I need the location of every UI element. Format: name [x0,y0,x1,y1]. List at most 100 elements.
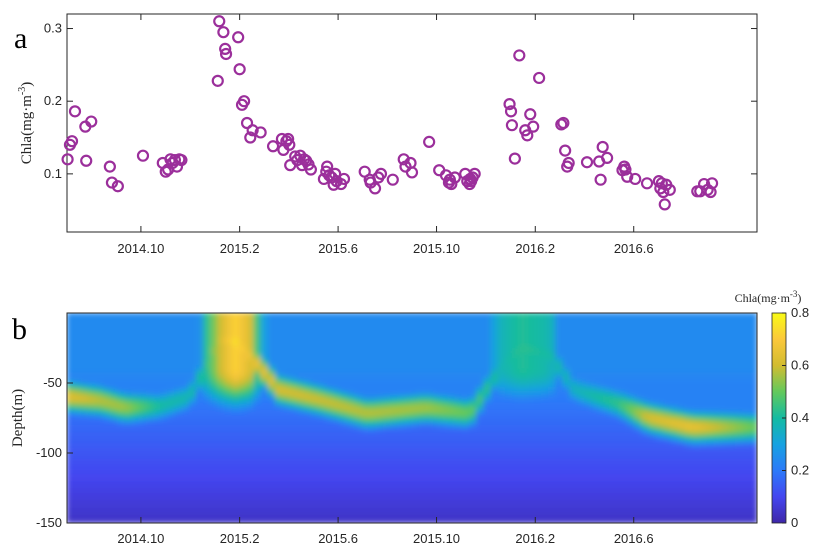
heatmap-cell [95,402,104,408]
heatmap-cell [260,488,269,494]
heatmap-cell [677,406,686,411]
heatmap-cell [418,425,427,430]
heatmap-cell [88,387,97,393]
heatmap-cell [80,395,90,400]
heatmap-cell [339,398,348,404]
heatmap-cell [73,413,82,419]
heatmap-cell [325,357,334,363]
heatmap-cell [519,462,528,468]
heatmap-cell [483,440,492,445]
heatmap-cell [655,466,665,471]
heatmap-cell [239,320,248,325]
heatmap-cell [670,488,679,494]
heatmap-cell [159,417,169,423]
heatmap-cell [361,353,370,359]
heatmap-cell [368,380,377,385]
heatmap-cell [188,410,197,415]
heatmap-cell [569,477,578,483]
heatmap-cell [239,357,248,363]
heatmap-cell [138,443,147,449]
heatmap-cell [677,323,686,329]
heatmap-cell [454,443,463,449]
heatmap-cell [318,320,327,325]
heatmap-cell [102,496,111,501]
heatmap-cell [389,451,399,456]
heatmap-cell [562,368,571,374]
heatmap-cell [102,410,111,415]
heatmap-cell [181,353,190,359]
heatmap-cell [167,406,176,411]
heatmap-cell [425,421,435,426]
heatmap-cell [289,335,298,340]
heatmap-cell [548,323,557,329]
heatmap-cell [677,413,686,419]
heatmap-cell [641,515,650,520]
heatmap-cell [555,500,564,505]
heatmap-cell [397,391,406,396]
heatmap-cell [332,488,341,494]
heatmap-cell [584,473,593,479]
heatmap-cell [584,447,593,453]
heatmap-cell [73,391,82,396]
heatmap-cell [670,507,679,513]
heatmap-cell [655,451,665,456]
heatmap-cell [253,477,262,483]
heatmap-cell [188,361,197,366]
heatmap-cell [548,402,557,408]
heatmap-cell [397,353,406,359]
heatmap-cell [655,443,665,449]
heatmap-cell [591,391,600,396]
heatmap-cell [224,391,233,396]
heatmap-cell [203,455,212,460]
heatmap-cell [397,380,406,385]
heatmap-cell [95,503,104,509]
heatmap-cell [246,458,255,464]
heatmap-cell [253,320,262,325]
heatmap-cell [519,402,528,408]
data-point [368,182,382,195]
heatmap-cell [490,380,499,385]
heatmap-cell [461,481,470,486]
heatmap-cell [174,320,183,325]
heatmap-cell [584,406,593,411]
heatmap-cell [389,432,399,438]
heatmap-cell [368,323,377,329]
heatmap-cell [555,323,564,329]
heatmap-cell [246,443,255,449]
heatmap-cell [418,387,427,393]
heatmap-cell [95,313,104,318]
heatmap-cell [138,383,147,389]
heatmap-cell [540,488,550,494]
heatmap-cell [181,398,190,404]
heatmap-cell [641,346,650,351]
heatmap-cell [497,421,506,426]
heatmap-cell [310,455,320,460]
heatmap-cell [619,443,629,449]
heatmap-cell [95,383,104,389]
heatmap-cell [80,323,90,329]
heatmap-cell [677,455,686,460]
heatmap-cell [627,342,636,348]
heatmap-cell [382,507,391,513]
heatmap-cell [591,402,600,408]
heatmap-cell [102,368,111,374]
heatmap-cell [663,462,672,468]
heatmap-cell [231,391,240,396]
heatmap-cell [253,361,262,366]
heatmap-cell [195,413,205,419]
heatmap-cell [217,518,226,523]
heatmap-cell [591,481,600,486]
heatmap-cell [152,361,161,366]
heatmap-cell [361,395,370,400]
panel-a-axes [66,13,758,233]
heatmap-cell [404,383,413,389]
heatmap-cell [382,440,391,445]
heatmap-cell [354,331,363,336]
heatmap-cell [124,515,133,520]
heatmap-cell [576,470,585,475]
heatmap-cell [181,503,190,509]
heatmap-cell [73,361,82,366]
heatmap-cell [569,511,578,516]
heatmap-cell [145,451,154,456]
heatmap-cell [217,335,226,340]
